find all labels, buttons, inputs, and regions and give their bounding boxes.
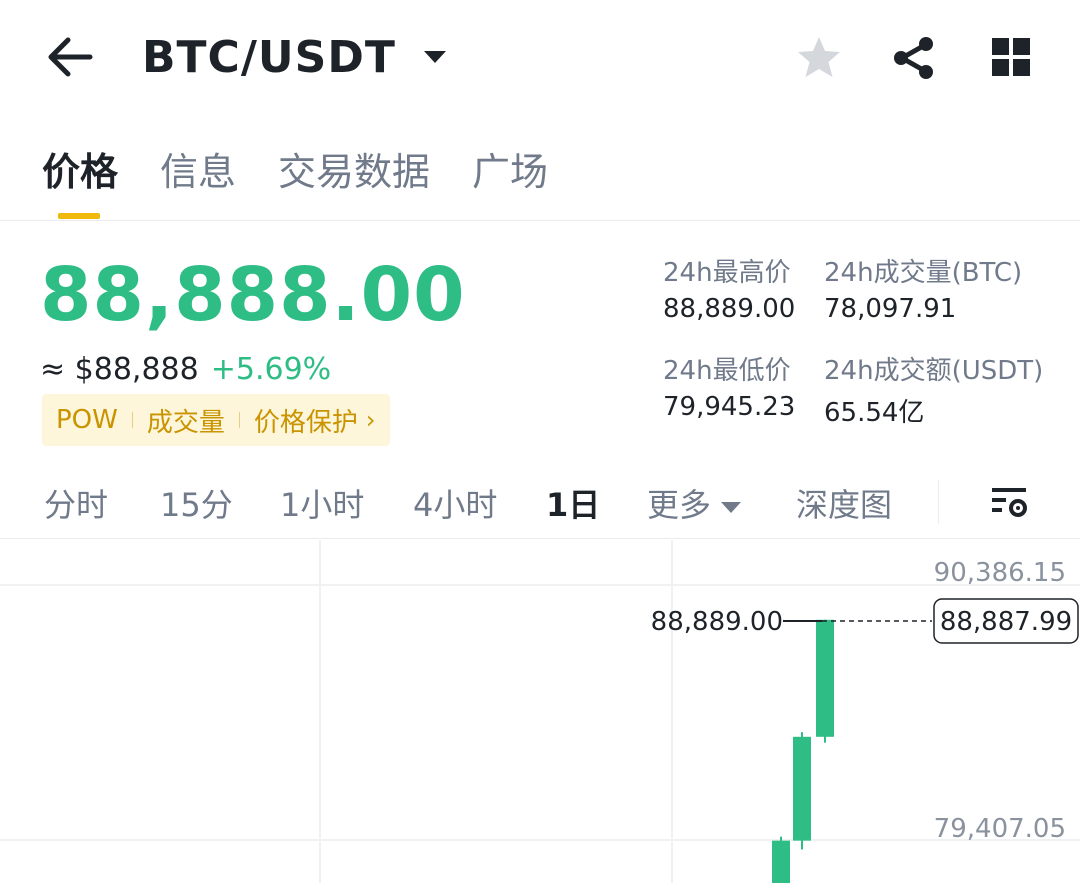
high-marker-label: 88,889.00 (651, 607, 783, 637)
tab-square-label: 广场 (472, 150, 549, 194)
usd-price-line: ≈ $88,888 +5.69% (40, 352, 331, 387)
tag-row: POW 成交量 价格保护 › (42, 394, 390, 446)
volume-usdt-label: 24h成交额(USDT) (824, 356, 1044, 386)
caret-down-icon (721, 501, 742, 513)
tab-price[interactable]: 价格 (42, 145, 119, 219)
tag-price-protection[interactable]: 价格保护 (253, 407, 358, 438)
more-menu-button[interactable] (988, 34, 1036, 82)
tab-bar: 价格 信息 交易数据 广场 (42, 145, 590, 219)
tab-trading-data-label: 交易数据 (278, 150, 431, 194)
interval-more[interactable]: 更多 (647, 480, 742, 526)
high-24h-label: 24h最高价 (663, 258, 791, 288)
high-24h-value: 88,889.00 (663, 294, 796, 324)
tag-separator (131, 412, 133, 428)
interval-1d[interactable]: 1日 (546, 486, 601, 524)
y-axis-label-top: 90,386.15 (934, 558, 1066, 588)
tab-info[interactable]: 信息 (160, 145, 236, 205)
interval-15m[interactable]: 15分 (160, 486, 233, 524)
low-24h-value: 79,945.23 (663, 392, 796, 422)
star-icon (798, 37, 840, 77)
change-percent: +5.69% (210, 352, 332, 387)
grid-icon (992, 38, 1030, 76)
price-chart[interactable]: 90,386.15 79,407.05 88,889.00 88,887.99 (0, 540, 1080, 883)
low-24h-label: 24h最低价 (663, 356, 791, 386)
candle-body (793, 736, 811, 841)
candles-layer (772, 619, 834, 883)
back-button[interactable] (40, 30, 100, 84)
arrow-left-icon (48, 37, 93, 77)
current-price-tag: 88,887.99 (940, 607, 1072, 637)
tab-price-label: 价格 (42, 150, 119, 194)
interval-bar: 分时 15分 1小时 4小时 1日 更多 深度图 (0, 470, 1080, 532)
usd-price: ≈ $88,888 (40, 352, 199, 387)
interval-more-label: 更多 (647, 486, 712, 524)
pair-selector[interactable]: BTC/USDT (142, 30, 446, 84)
chart-settings-button[interactable] (990, 482, 1030, 530)
tag-volume[interactable]: 成交量 (146, 407, 225, 438)
candle-body (816, 619, 834, 737)
caret-down-icon (423, 51, 446, 63)
interval-divider (938, 480, 939, 524)
depth-chart-tab[interactable]: 深度图 (796, 486, 893, 524)
volume-btc-value: 78,097.91 (824, 294, 957, 324)
candle-body (772, 840, 790, 883)
share-button[interactable] (890, 34, 938, 82)
chevron-right-icon: › (365, 406, 376, 434)
last-price: 88,888.00 (40, 252, 466, 338)
share-icon (894, 37, 933, 79)
pair-title: BTC/USDT (142, 31, 396, 83)
interval-time[interactable]: 分时 (44, 486, 109, 524)
interval-4h[interactable]: 4小时 (413, 486, 498, 524)
tab-info-label: 信息 (160, 150, 237, 194)
active-tab-indicator (58, 213, 100, 219)
tag-separator (238, 412, 240, 428)
y-axis-label-bottom: 79,407.05 (934, 814, 1066, 844)
tag-pow[interactable]: POW (56, 405, 118, 435)
tab-trading-data[interactable]: 交易数据 (278, 145, 430, 205)
favorite-button[interactable] (795, 34, 843, 82)
chart-settings-icon (992, 488, 1027, 517)
tab-square[interactable]: 广场 (472, 145, 548, 205)
chart-grid (0, 540, 1080, 883)
interval-bottom-divider (0, 538, 1080, 539)
interval-1h[interactable]: 1小时 (280, 486, 365, 524)
tabs-divider (0, 220, 1080, 221)
volume-btc-label: 24h成交量(BTC) (824, 258, 1023, 288)
volume-usdt-value: 65.54亿 (824, 398, 925, 428)
current-price-tag-box (933, 598, 1079, 644)
